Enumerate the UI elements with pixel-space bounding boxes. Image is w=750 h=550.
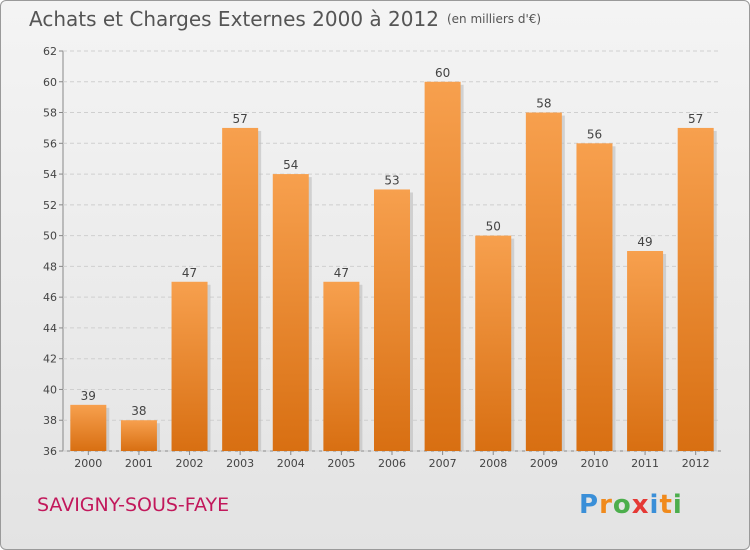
bar-value-label: 39 (81, 389, 96, 403)
x-tick-label: 2001 (125, 457, 153, 470)
x-tick-label: 2000 (74, 457, 102, 470)
y-tick-label: 54 (43, 168, 57, 181)
bar-value-label: 54 (283, 158, 298, 172)
bar (272, 174, 309, 452)
logo-letter: o (612, 490, 632, 520)
y-tick-label: 46 (43, 291, 57, 304)
logo-letter: i (649, 490, 660, 520)
bar (475, 235, 512, 451)
y-tick-label: 40 (43, 383, 57, 396)
x-tick-label: 2008 (479, 457, 507, 470)
bar (374, 189, 410, 451)
bar (576, 143, 613, 452)
bar (323, 281, 360, 451)
logo-letter: t (659, 490, 673, 520)
bar-value-label: 56 (587, 127, 602, 141)
bar (525, 112, 562, 452)
y-tick-label: 60 (43, 76, 57, 89)
x-tick-label: 2006 (378, 457, 406, 470)
y-tick-label: 52 (43, 199, 57, 212)
logo-letter: x (631, 490, 650, 520)
x-tick-label: 2005 (327, 457, 355, 470)
bar-value-label: 57 (233, 112, 248, 126)
bar (627, 251, 664, 451)
y-tick-label: 58 (43, 107, 57, 120)
bar (677, 127, 714, 451)
bar-value-label: 57 (688, 112, 703, 126)
bar-value-label: 53 (384, 173, 399, 187)
y-tick-label: 48 (43, 260, 57, 273)
bar (171, 281, 208, 451)
y-tick-label: 50 (43, 230, 57, 243)
city-name: SAVIGNY-SOUS-FAYE (37, 494, 230, 516)
bar-value-label: 58 (536, 97, 551, 111)
bar (424, 81, 461, 452)
bar-value-label: 47 (182, 266, 197, 280)
bar-value-label: 49 (637, 235, 652, 249)
x-tick-label: 2010 (580, 457, 608, 470)
y-tick-label: 38 (43, 414, 57, 427)
x-tick-label: 2009 (530, 457, 558, 470)
x-tick-label: 2012 (682, 457, 710, 470)
chart-unit-note: (en milliers d'€) (446, 12, 542, 26)
x-tick-label: 2004 (277, 457, 305, 470)
chart-title-text: Achats et Charges Externes 2000 à 2012 (29, 7, 439, 31)
logo-letter: P (579, 490, 600, 520)
proxiti-logo: Proxiti (579, 490, 683, 520)
y-tick-label: 62 (43, 45, 57, 58)
y-tick-label: 42 (43, 353, 57, 366)
chart-title: Achats et Charges Externes 2000 à 2012 (e… (29, 7, 541, 31)
bar (70, 404, 107, 451)
bar-value-label: 47 (334, 266, 349, 280)
bar-value-label: 60 (435, 66, 450, 80)
x-tick-label: 2002 (176, 457, 204, 470)
y-tick-label: 56 (43, 137, 57, 150)
y-tick-label: 44 (43, 322, 57, 335)
x-tick-label: 2011 (631, 457, 659, 470)
bar (222, 127, 259, 451)
bar (120, 420, 157, 451)
logo-letter: r (599, 490, 613, 520)
x-tick-label: 2003 (226, 457, 254, 470)
y-tick-label: 36 (43, 445, 57, 458)
bar-value-label: 38 (131, 404, 146, 418)
x-tick-label: 2007 (429, 457, 457, 470)
logo-letter: i (672, 490, 683, 520)
bar-value-label: 50 (486, 220, 501, 234)
